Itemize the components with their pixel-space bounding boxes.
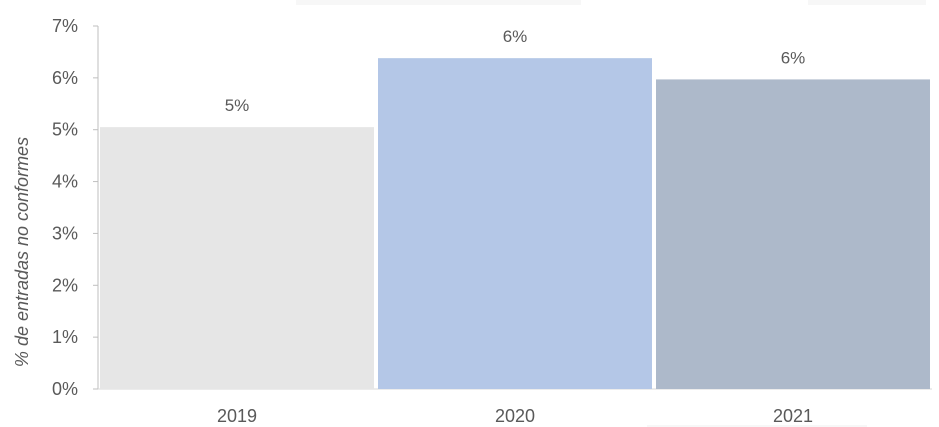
artifact-strip-3 xyxy=(647,425,867,427)
y-tick-label: 0% xyxy=(52,379,78,399)
data-label-2019: 5% xyxy=(225,96,250,115)
y-tick-label: 5% xyxy=(52,120,78,140)
y-tick-label: 3% xyxy=(52,223,78,243)
artifact-strip-1 xyxy=(296,0,581,5)
y-tick-label: 4% xyxy=(52,172,78,192)
y-tick-label: 7% xyxy=(52,16,78,36)
bar-2021 xyxy=(656,79,930,390)
y-tick-label: 6% xyxy=(52,68,78,88)
y-axis-title: % de entradas no conformes xyxy=(12,137,32,367)
bar-2019 xyxy=(100,127,374,389)
artifact-strip-2 xyxy=(808,0,926,5)
bar-2020 xyxy=(378,58,652,389)
x-tick-label-2019: 2019 xyxy=(217,406,257,426)
data-label-2021: 6% xyxy=(781,48,806,67)
data-label-2020: 6% xyxy=(503,27,528,46)
y-tick-label: 1% xyxy=(52,327,78,347)
x-tick-label-2021: 2021 xyxy=(773,406,813,426)
bars xyxy=(100,58,930,390)
labels: 5% 2019 6% 2020 6% 2021 xyxy=(217,27,813,426)
x-tick-label-2020: 2020 xyxy=(495,406,535,426)
y-tick-label: 2% xyxy=(52,275,78,295)
